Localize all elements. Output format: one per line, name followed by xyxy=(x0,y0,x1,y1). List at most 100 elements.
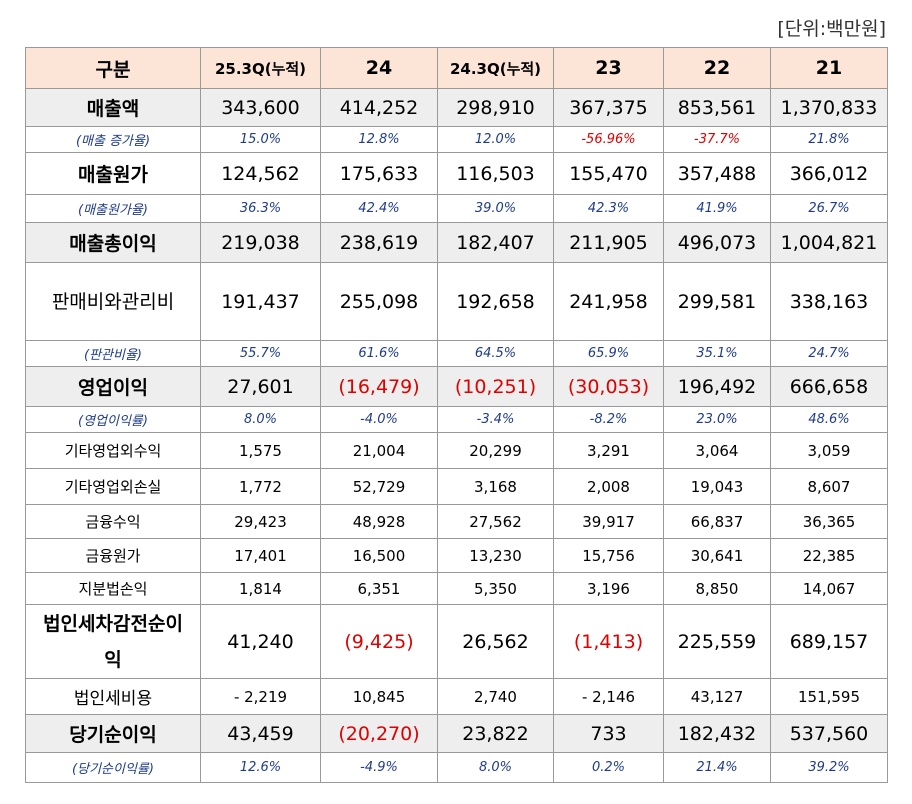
row-label: (매출 증가율) xyxy=(25,126,201,153)
cell: (10,251) xyxy=(437,366,554,407)
cell: 2,008 xyxy=(553,468,664,505)
cell: 42.3% xyxy=(553,194,664,223)
cell: -56.96% xyxy=(553,126,664,153)
cell: 366,012 xyxy=(770,152,888,195)
cell: -37.7% xyxy=(663,126,771,153)
row-label: 지분법손익 xyxy=(25,572,201,605)
row-label: (영업이익률) xyxy=(25,406,201,433)
cell: 175,633 xyxy=(320,152,438,195)
cell: 13,230 xyxy=(437,538,554,573)
cell: 21.8% xyxy=(770,126,888,153)
row-label: 법인세차감전순이익 xyxy=(25,604,201,679)
row-label: 매출원가 xyxy=(25,152,201,195)
cell: 3,059 xyxy=(770,432,888,469)
cell: 733 xyxy=(553,714,664,753)
cell: 338,163 xyxy=(770,262,888,341)
cell: 3,291 xyxy=(553,432,664,469)
row-label: 기타영업외수익 xyxy=(25,432,201,469)
cell: -8.2% xyxy=(553,406,664,433)
cell: - 2,219 xyxy=(200,678,321,715)
cell: 55.7% xyxy=(200,340,321,367)
cell: 357,488 xyxy=(663,152,771,195)
cell: 3,064 xyxy=(663,432,771,469)
cell: 225,559 xyxy=(663,604,771,679)
cell: 15,756 xyxy=(553,538,664,573)
cell: 36,365 xyxy=(770,504,888,539)
cell: 8,850 xyxy=(663,572,771,605)
cell: 1,772 xyxy=(200,468,321,505)
row-label: 영업이익 xyxy=(25,366,201,407)
cell: 5,350 xyxy=(437,572,554,605)
cell: 8,607 xyxy=(770,468,888,505)
cell: 35.1% xyxy=(663,340,771,367)
row-label: 매출액 xyxy=(25,88,201,127)
cell: 64.5% xyxy=(437,340,554,367)
cell: 196,492 xyxy=(663,366,771,407)
row-label: 법인세비용 xyxy=(25,678,201,715)
cell: 15.0% xyxy=(200,126,321,153)
row-label: 기타영업외손실 xyxy=(25,468,201,505)
cell: 241,958 xyxy=(553,262,664,341)
cell: 12.0% xyxy=(437,126,554,153)
table-row: (판관비율) 55.7% 61.6% 64.5% 65.9% 35.1% 24.7% xyxy=(25,340,888,367)
cell: 1,370,833 xyxy=(770,88,888,127)
cell: -4.9% xyxy=(320,752,438,783)
cell: 3,196 xyxy=(553,572,664,605)
cell: 255,098 xyxy=(320,262,438,341)
cell: 124,562 xyxy=(200,152,321,195)
cell: (30,053) xyxy=(553,366,664,407)
row-label: 판매비와관리비 xyxy=(25,262,201,341)
table-row: (당기순이익률) 12.6% -4.9% 8.0% 0.2% 21.4% 39.2% xyxy=(25,752,888,783)
row-label: (당기순이익률) xyxy=(25,752,201,783)
cell: 65.9% xyxy=(553,340,664,367)
cell: 36.3% xyxy=(200,194,321,223)
row-label: 금융원가 xyxy=(25,538,201,573)
cell: (9,425) xyxy=(320,604,438,679)
cell: 8.0% xyxy=(437,752,554,783)
cell: 17,401 xyxy=(200,538,321,573)
cell: 1,814 xyxy=(200,572,321,605)
cell: 23,822 xyxy=(437,714,554,753)
cell: 191,437 xyxy=(200,262,321,341)
table-row: 기타영업외손실 1,772 52,729 3,168 2,008 19,043 8,607 xyxy=(25,468,888,505)
cell: 24.7% xyxy=(770,340,888,367)
cell: 41,240 xyxy=(200,604,321,679)
table-row: 영업이익 27,601 (16,479) (10,251) (30,053) 196,49… xyxy=(25,366,888,407)
row-label: 매출총이익 xyxy=(25,222,201,263)
cell: 26,562 xyxy=(437,604,554,679)
cell: 298,910 xyxy=(437,88,554,127)
cell: 41.9% xyxy=(663,194,771,223)
header-cell: 23 xyxy=(553,47,664,89)
header-cell: 21 xyxy=(770,47,888,89)
cell: 2,740 xyxy=(437,678,554,715)
cell: 299,581 xyxy=(663,262,771,341)
cell: 155,470 xyxy=(553,152,664,195)
header-cell: 25.3Q(누적) xyxy=(200,47,321,89)
cell: 116,503 xyxy=(437,152,554,195)
cell: (20,270) xyxy=(320,714,438,753)
cell: 8.0% xyxy=(200,406,321,433)
table-row: 지분법손익 1,814 6,351 5,350 3,196 8,850 14,067 xyxy=(25,572,888,605)
cell: 1,004,821 xyxy=(770,222,888,263)
cell: 14,067 xyxy=(770,572,888,605)
table-row: (매출원가율) 36.3% 42.4% 39.0% 42.3% 41.9% 26.7% xyxy=(25,194,888,223)
cell: 48,928 xyxy=(320,504,438,539)
cell: 22,385 xyxy=(770,538,888,573)
table-row: 매출원가 124,562 175,633 116,503 155,470 357,488 3… xyxy=(25,152,888,195)
row-label: 금융수익 xyxy=(25,504,201,539)
cell: 43,127 xyxy=(663,678,771,715)
cell: 27,562 xyxy=(437,504,554,539)
header-cell: 24 xyxy=(320,47,438,89)
cell: 238,619 xyxy=(320,222,438,263)
table-row: 당기순이익 43,459 (20,270) 23,822 733 182,432 537,5… xyxy=(25,714,888,753)
cell: 16,500 xyxy=(320,538,438,573)
header-cell: 24.3Q(누적) xyxy=(437,47,554,89)
cell: 29,423 xyxy=(200,504,321,539)
table-row: (영업이익률) 8.0% -4.0% -3.4% -8.2% 23.0% 48.6% xyxy=(25,406,888,433)
header-row: 구분 25.3Q(누적) 24 24.3Q(누적) 23 22 21 xyxy=(25,47,888,89)
table-row: 법인세비용 - 2,219 10,845 2,740- 2,146 43,127 151,… xyxy=(25,678,888,715)
cell: 20,299 xyxy=(437,432,554,469)
cell: 21,004 xyxy=(320,432,438,469)
cell: 182,432 xyxy=(663,714,771,753)
